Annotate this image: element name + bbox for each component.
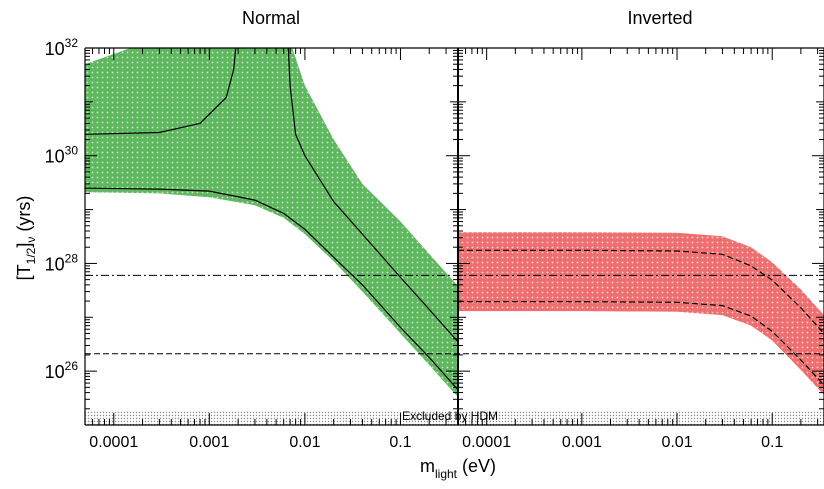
- x-tick-label: 0.001: [189, 434, 229, 451]
- svg-text:[T1/2]ν (yrs): [T1/2]ν (yrs): [14, 196, 38, 281]
- panel-inverted: [458, 232, 824, 395]
- panel-normal: [85, 48, 458, 398]
- x-tick-label: 0.01: [661, 434, 692, 451]
- panel-title-normal: Normal: [242, 8, 300, 28]
- curve-normal-2: [287, 48, 458, 343]
- curve-inverted-0: [458, 249, 824, 334]
- curve-normal-0: [85, 187, 458, 391]
- band-inverted: [458, 232, 824, 395]
- y-tick-label: 1028: [45, 251, 79, 274]
- x-axis-label: mlight (eV): [420, 456, 496, 481]
- band-normal: [85, 48, 458, 398]
- curve-normal-1: [85, 48, 237, 135]
- excluded-label: Excluded by HDM: [402, 409, 498, 423]
- x-tick-label: 0.001: [562, 434, 602, 451]
- y-axis-label: [T1/2]ν (yrs): [14, 196, 38, 281]
- curve-inverted-1: [458, 301, 824, 386]
- x-tick-label: 0.1: [389, 434, 411, 451]
- x-tick-label: 0.0001: [89, 434, 138, 451]
- y-tick-label: 1030: [45, 144, 79, 167]
- x-tick-label: 0.01: [289, 434, 320, 451]
- x-tick-label: 0.0001: [462, 434, 511, 451]
- axes: 0.0001 0.001 0.01 0.1 0.0001 0.001 0.01 0.1 1026…: [45, 36, 824, 451]
- panel-title-inverted: Inverted: [627, 8, 692, 28]
- y-tick-label: 1026: [45, 359, 79, 382]
- y-tick-label: 1032: [45, 36, 79, 59]
- x-tick-label: 0.1: [761, 434, 783, 451]
